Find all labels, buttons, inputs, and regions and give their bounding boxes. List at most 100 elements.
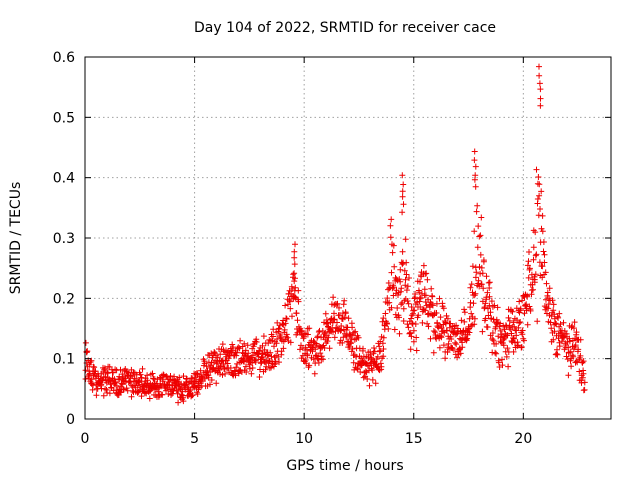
data-point [549,297,556,304]
data-point [320,356,326,363]
data-point [277,334,284,341]
data-point [339,315,345,322]
data-point [471,292,478,299]
data-point [408,315,415,322]
data-point [547,319,554,326]
data-point [489,330,496,336]
data-point [471,315,478,322]
data-point [445,340,452,347]
data-point [437,314,444,321]
data-point [269,337,276,344]
data-point [404,298,411,304]
data-point [385,325,392,332]
data-point [419,319,426,326]
data-point [404,283,411,290]
data-point [412,321,419,327]
data-point [86,361,93,368]
data-point [485,305,491,312]
data-point [385,280,392,286]
data-point [374,353,381,360]
data-point [245,350,252,357]
data-point [510,335,517,342]
data-point [82,339,89,346]
data-point [248,370,255,377]
data-point [127,372,134,379]
y-axis-label: SRMTID / TECUs [8,182,24,295]
data-point [391,263,398,270]
data-point [217,351,224,358]
data-point [400,305,407,312]
data-point [438,334,445,341]
data-point [136,377,143,384]
data-point [532,271,539,278]
data-point [371,345,377,351]
chart-title: Day 104 of 2022, SRMTID for receiver cac… [194,20,496,36]
data-point [330,294,337,301]
data-point [341,314,348,321]
data-point [471,157,478,164]
data-point [556,310,563,317]
data-point [118,389,124,396]
data-point [119,381,126,388]
data-point [450,347,457,353]
data-point [453,330,460,337]
data-point [495,359,502,366]
data-point [357,369,364,375]
data-point [535,212,542,219]
data-point [565,372,572,379]
data-point [492,349,499,356]
data-point [519,297,526,304]
data-point [526,249,532,255]
data-point [560,319,567,326]
data-point [410,338,417,345]
data-point [448,336,455,342]
data-point [536,72,543,79]
data-point [524,293,531,300]
data-point [331,334,338,341]
data-point [516,320,523,326]
data-point [291,294,298,300]
data-point [472,163,479,170]
data-point [244,342,251,349]
data-point [493,340,500,347]
data-point [537,95,544,102]
data-point [291,248,298,255]
data-point [230,344,237,351]
data-point [403,287,410,294]
data-point [519,327,526,334]
data-point [350,329,357,336]
data-point [249,365,256,371]
data-point [499,362,506,369]
data-point [470,300,477,307]
data-point [510,335,516,341]
data-point [550,336,557,343]
data-point [577,336,584,343]
data-point [389,249,396,256]
data-point [388,269,395,276]
data-point [397,266,404,273]
data-point [241,340,248,347]
y-tick-label: 0.1 [53,352,75,368]
data-point [453,341,460,348]
y-tick-label: 0.5 [53,110,75,126]
data-point [537,102,544,109]
data-point [454,354,461,361]
data-point [235,344,242,351]
data-point [542,269,549,276]
x-tick-label: 20 [514,431,532,447]
data-point [194,391,201,397]
data-point [88,381,95,387]
data-point [382,310,389,317]
data-point [400,181,407,188]
data-point [570,353,577,360]
data-point [467,284,474,291]
data-point [343,333,350,340]
data-point [573,329,580,336]
data-point [149,370,156,377]
data-point [476,233,483,240]
data-point [403,271,410,278]
data-point [525,274,532,281]
data-point [417,294,424,301]
data-point [478,281,485,288]
data-point [259,342,266,349]
